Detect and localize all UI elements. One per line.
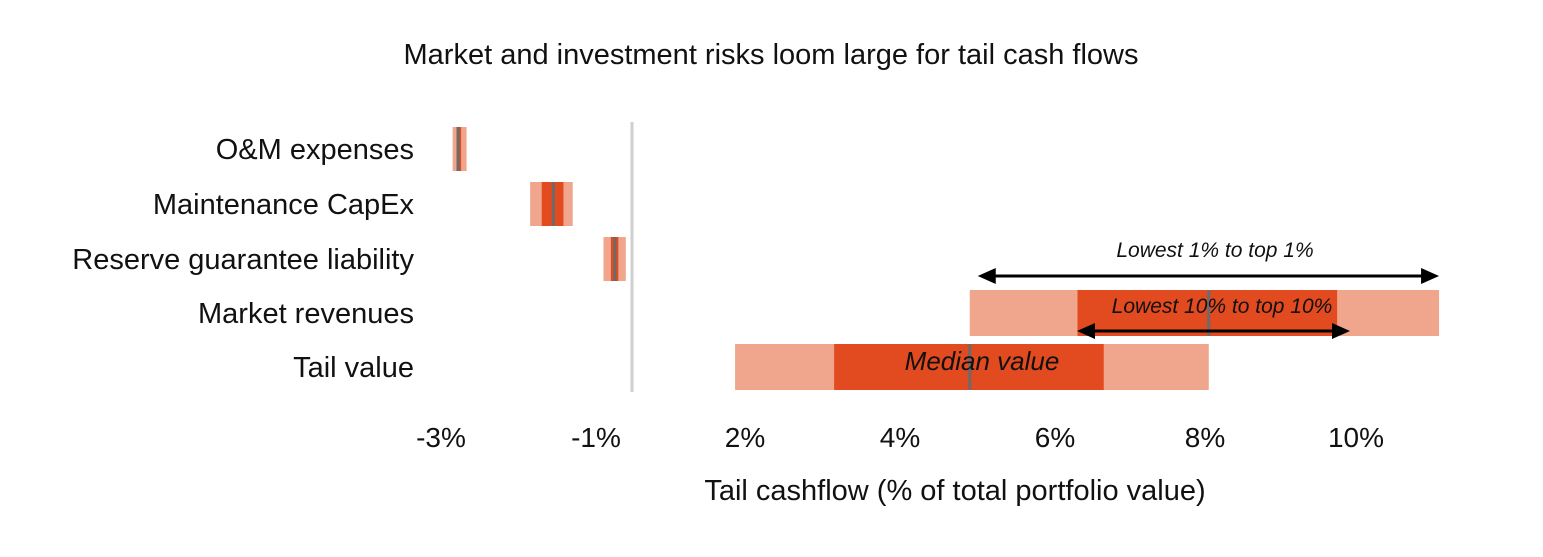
x-tick-labels: -3% -1% 2% 4% 6% 8% 10% xyxy=(416,422,1384,453)
annotation-median: Median value xyxy=(905,346,1060,376)
arrow-p10-p90 xyxy=(1077,323,1350,339)
category-label: Market revenues xyxy=(198,298,414,330)
chart-title: Market and investment risks loom large f… xyxy=(404,39,1139,71)
category-label: O&M expenses xyxy=(216,134,414,166)
arrow-p1-p99 xyxy=(977,268,1440,284)
x-tick-label: 4% xyxy=(880,422,920,453)
category-range-2 xyxy=(603,237,626,281)
x-tick-label: 8% xyxy=(1185,422,1225,453)
x-tick-label: 2% xyxy=(725,422,765,453)
x-tick-label: -1% xyxy=(571,422,621,453)
category-range-3 xyxy=(969,290,1440,336)
range-bars xyxy=(452,127,1440,390)
category-labels: O&M expenses Maintenance CapEx Reserve gua… xyxy=(72,134,414,384)
category-range-4 xyxy=(735,344,1209,390)
category-label: Tail value xyxy=(293,352,414,384)
x-tick-label: 6% xyxy=(1035,422,1075,453)
x-tick-label: 10% xyxy=(1328,422,1384,453)
x-tick-label: -3% xyxy=(416,422,466,453)
annotation-p10-p90: Lowest 10% to top 10% xyxy=(1112,295,1333,318)
annotations: Lowest 1% to top 1% Lowest 10% to top 10… xyxy=(905,239,1440,376)
annotation-p1-p99: Lowest 1% to top 1% xyxy=(1116,239,1313,262)
category-label: Reserve guarantee liability xyxy=(72,244,414,276)
category-range-1 xyxy=(530,182,573,226)
category-label: Maintenance CapEx xyxy=(153,189,415,221)
x-axis-title: Tail cashflow (% of total portfolio valu… xyxy=(704,475,1205,507)
category-range-0 xyxy=(452,127,467,171)
